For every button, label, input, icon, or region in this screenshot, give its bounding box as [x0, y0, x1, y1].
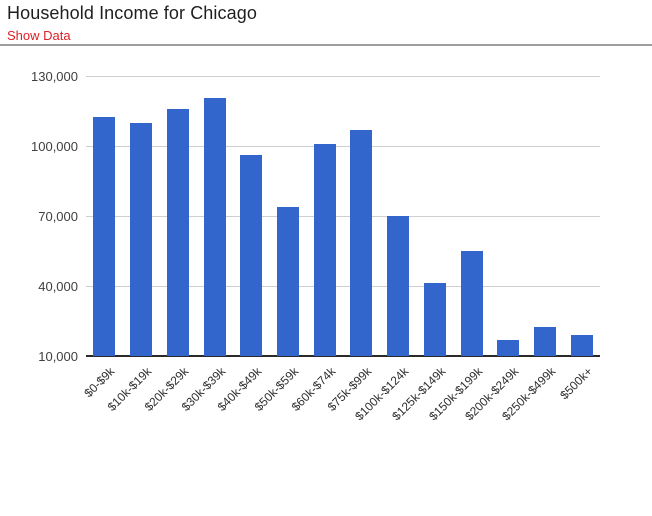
- y-axis-tick-label: 40,000: [38, 279, 78, 294]
- chart-bar[interactable]: [166, 108, 189, 356]
- page: { "header": { "title": "Household Income…: [0, 3, 652, 427]
- chart-bar[interactable]: [497, 339, 520, 356]
- household-income-bar-chart: 10,000 40,000 70,000 100,000 130,000 $0-$9k $1…: [0, 46, 652, 427]
- chart-bar[interactable]: [387, 216, 410, 356]
- chart-bar[interactable]: [203, 98, 226, 356]
- chart-bar[interactable]: [240, 155, 263, 356]
- chart-bar[interactable]: [93, 116, 116, 356]
- chart-bar[interactable]: [460, 251, 483, 356]
- y-gridline: [86, 216, 600, 217]
- y-axis-tick-label: 70,000: [38, 209, 78, 224]
- show-data-link[interactable]: Show Data: [7, 28, 71, 43]
- y-axis-tick-label: 100,000: [31, 139, 78, 154]
- y-gridline: [86, 286, 600, 287]
- page-title: Household Income for Chicago: [7, 3, 257, 23]
- chart-bar[interactable]: [423, 282, 446, 356]
- y-gridline: [86, 76, 600, 77]
- y-axis-tick-label: 130,000: [31, 69, 78, 84]
- chart-bar[interactable]: [533, 326, 556, 356]
- chart-bar[interactable]: [130, 122, 153, 356]
- chart-bar[interactable]: [276, 206, 299, 356]
- header-divider: [0, 44, 652, 46]
- chart-bar[interactable]: [350, 129, 373, 356]
- chart-bar[interactable]: [570, 335, 593, 356]
- chart-bar[interactable]: [313, 143, 336, 356]
- x-axis-baseline: [86, 355, 600, 357]
- y-axis-tick-label: 10,000: [38, 349, 78, 364]
- y-gridline: [86, 146, 600, 147]
